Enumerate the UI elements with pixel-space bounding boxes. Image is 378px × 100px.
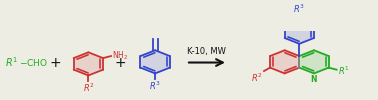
Polygon shape xyxy=(285,21,314,44)
Text: K-10, MW: K-10, MW xyxy=(187,47,226,56)
Text: $\mathrm{NH_2}$: $\mathrm{NH_2}$ xyxy=(112,49,129,62)
Text: $\mathit{R}^{\mathit{3}}$: $\mathit{R}^{\mathit{3}}$ xyxy=(293,3,305,15)
Text: $\mathit{R}^{\mathit{2}}$: $\mathit{R}^{\mathit{2}}$ xyxy=(82,82,94,94)
Text: $\mathit{R}^{\mathit{1}}$: $\mathit{R}^{\mathit{1}}$ xyxy=(338,64,349,77)
Text: $\mathit{R}^{\mathit{2}}$: $\mathit{R}^{\mathit{2}}$ xyxy=(251,72,263,84)
Text: +: + xyxy=(50,56,61,70)
Polygon shape xyxy=(299,50,328,73)
Text: $\mathrm{-CHO}$: $\mathrm{-CHO}$ xyxy=(19,57,48,68)
Text: +: + xyxy=(115,56,126,70)
Text: $\mathit{R}^{\mathit{1}}$: $\mathit{R}^{\mathit{1}}$ xyxy=(5,56,18,69)
Text: N: N xyxy=(311,76,317,84)
Polygon shape xyxy=(74,52,103,76)
Polygon shape xyxy=(141,50,170,73)
Polygon shape xyxy=(270,50,299,73)
Text: $\mathit{R}^{\mathit{3}}$: $\mathit{R}^{\mathit{3}}$ xyxy=(149,80,161,92)
